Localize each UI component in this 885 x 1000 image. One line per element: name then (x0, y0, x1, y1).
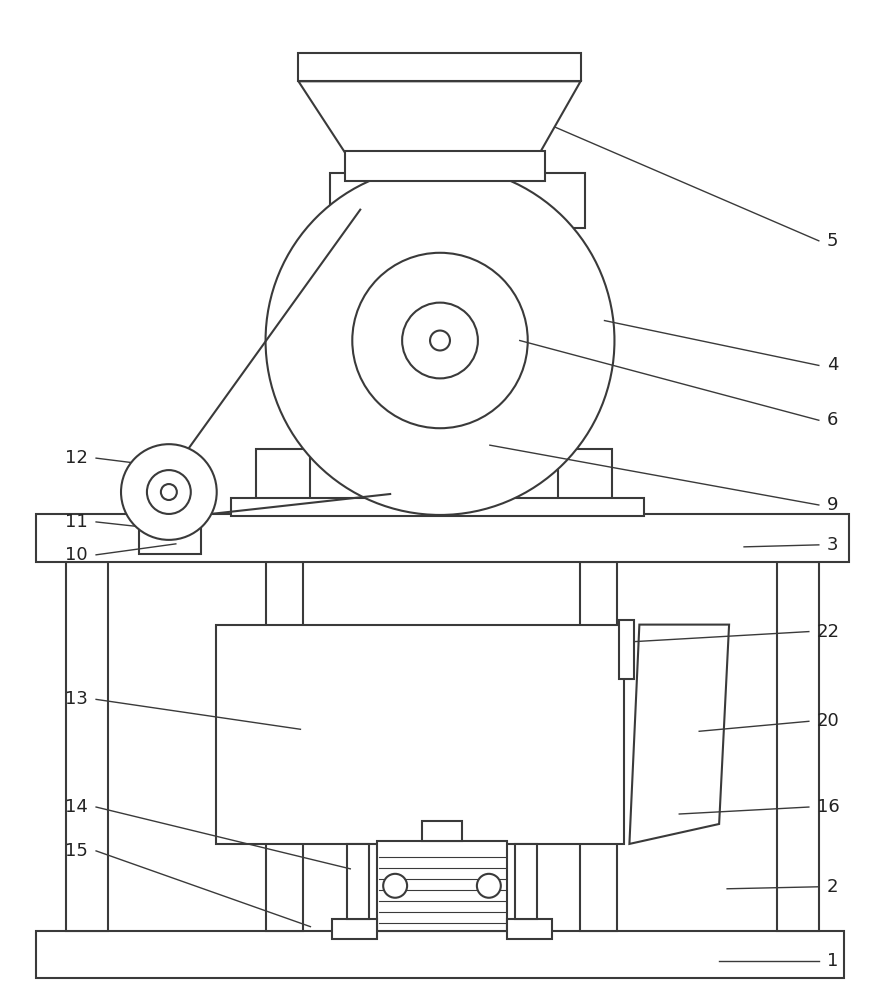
Bar (515, 844, 536, 919)
Bar (422, 821, 462, 841)
Bar (216, 625, 625, 844)
Bar (266, 562, 304, 931)
Polygon shape (629, 625, 729, 844)
Text: 6: 6 (827, 411, 838, 429)
Bar (36, 514, 849, 562)
Circle shape (147, 470, 191, 514)
Circle shape (352, 253, 527, 428)
Bar (298, 53, 581, 81)
Bar (36, 931, 843, 978)
Bar (347, 844, 369, 919)
Text: 10: 10 (65, 546, 88, 564)
Bar (777, 562, 819, 931)
Circle shape (121, 444, 217, 540)
Text: 2: 2 (827, 878, 838, 896)
Bar (558, 449, 612, 514)
Text: 20: 20 (817, 712, 840, 730)
Text: 3: 3 (827, 536, 838, 554)
Text: 16: 16 (817, 798, 840, 816)
Circle shape (383, 874, 407, 898)
Text: 11: 11 (65, 513, 88, 531)
Bar (580, 562, 618, 931)
Circle shape (402, 303, 478, 378)
Circle shape (266, 166, 614, 515)
Circle shape (161, 484, 177, 500)
Text: 1: 1 (827, 952, 838, 970)
Text: 9: 9 (827, 496, 838, 514)
Text: 5: 5 (827, 232, 838, 250)
Circle shape (477, 874, 501, 898)
Bar (139, 524, 201, 554)
Bar (333, 919, 377, 939)
Bar (377, 841, 507, 931)
Text: 22: 22 (817, 623, 840, 641)
Bar (66, 562, 108, 931)
Text: 14: 14 (65, 798, 88, 816)
Bar (345, 151, 544, 181)
Text: 15: 15 (65, 842, 88, 860)
Text: 12: 12 (65, 449, 88, 467)
Bar (256, 449, 311, 514)
Text: 4: 4 (827, 356, 838, 374)
Bar (330, 173, 585, 228)
Polygon shape (298, 81, 581, 153)
Bar (507, 919, 551, 939)
Circle shape (430, 331, 450, 350)
Bar (620, 620, 635, 679)
Text: 13: 13 (65, 690, 88, 708)
Bar (231, 498, 644, 516)
